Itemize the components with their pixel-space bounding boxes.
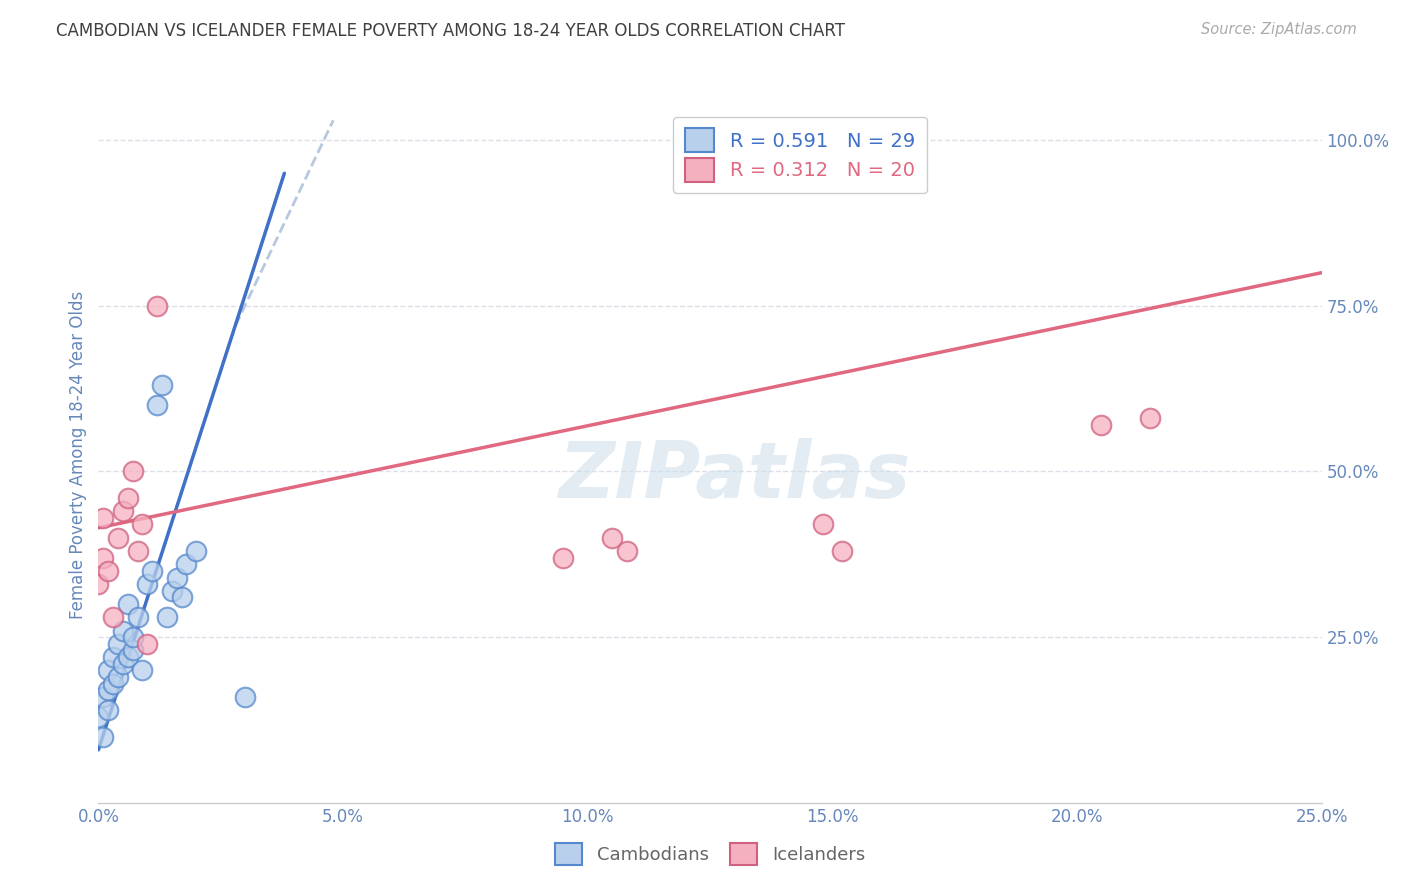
Point [97, 663, 120, 677]
Point [811, 517, 834, 532]
Point [553, 550, 575, 565]
Point [127, 610, 149, 624]
Point [111, 624, 134, 638]
Point [107, 670, 129, 684]
Point [233, 690, 256, 704]
Text: CAMBODIAN VS ICELANDER FEMALE POVERTY AMONG 18-24 YEAR OLDS CORRELATION CHART: CAMBODIAN VS ICELANDER FEMALE POVERTY AM… [56, 22, 845, 40]
Point [616, 544, 638, 558]
Point [150, 378, 173, 392]
Point [107, 531, 129, 545]
Point [131, 663, 153, 677]
Point [91, 730, 114, 744]
Point [121, 465, 143, 479]
Point [91, 690, 114, 704]
Point [107, 637, 129, 651]
Point [156, 610, 179, 624]
Point [1090, 418, 1112, 433]
Point [87, 577, 110, 591]
Point [136, 637, 159, 651]
Point [87, 709, 110, 723]
Point [170, 591, 193, 605]
Text: ZIPatlas: ZIPatlas [558, 438, 911, 514]
Point [166, 570, 188, 584]
Point [160, 583, 183, 598]
Point [97, 703, 120, 717]
Point [117, 597, 139, 611]
Text: Source: ZipAtlas.com: Source: ZipAtlas.com [1201, 22, 1357, 37]
Point [97, 564, 120, 578]
Point [600, 531, 623, 545]
Point [101, 676, 124, 690]
Point [1139, 411, 1161, 425]
Legend: Cambodians, Icelanders: Cambodians, Icelanders [546, 834, 875, 874]
Point [131, 517, 153, 532]
Point [176, 558, 198, 572]
Point [97, 683, 120, 698]
Point [127, 544, 149, 558]
Point [146, 398, 169, 412]
Point [91, 550, 114, 565]
Point [121, 630, 143, 644]
Point [117, 650, 139, 665]
Point [101, 610, 124, 624]
Point [111, 504, 134, 518]
Point [121, 643, 143, 657]
Point [141, 564, 163, 578]
Point [146, 299, 169, 313]
Point [111, 657, 134, 671]
Point [831, 544, 853, 558]
Point [186, 544, 208, 558]
Point [101, 650, 124, 665]
Point [91, 511, 114, 525]
Point [136, 577, 159, 591]
Y-axis label: Female Poverty Among 18-24 Year Olds: Female Poverty Among 18-24 Year Olds [69, 291, 87, 619]
Point [117, 491, 139, 505]
